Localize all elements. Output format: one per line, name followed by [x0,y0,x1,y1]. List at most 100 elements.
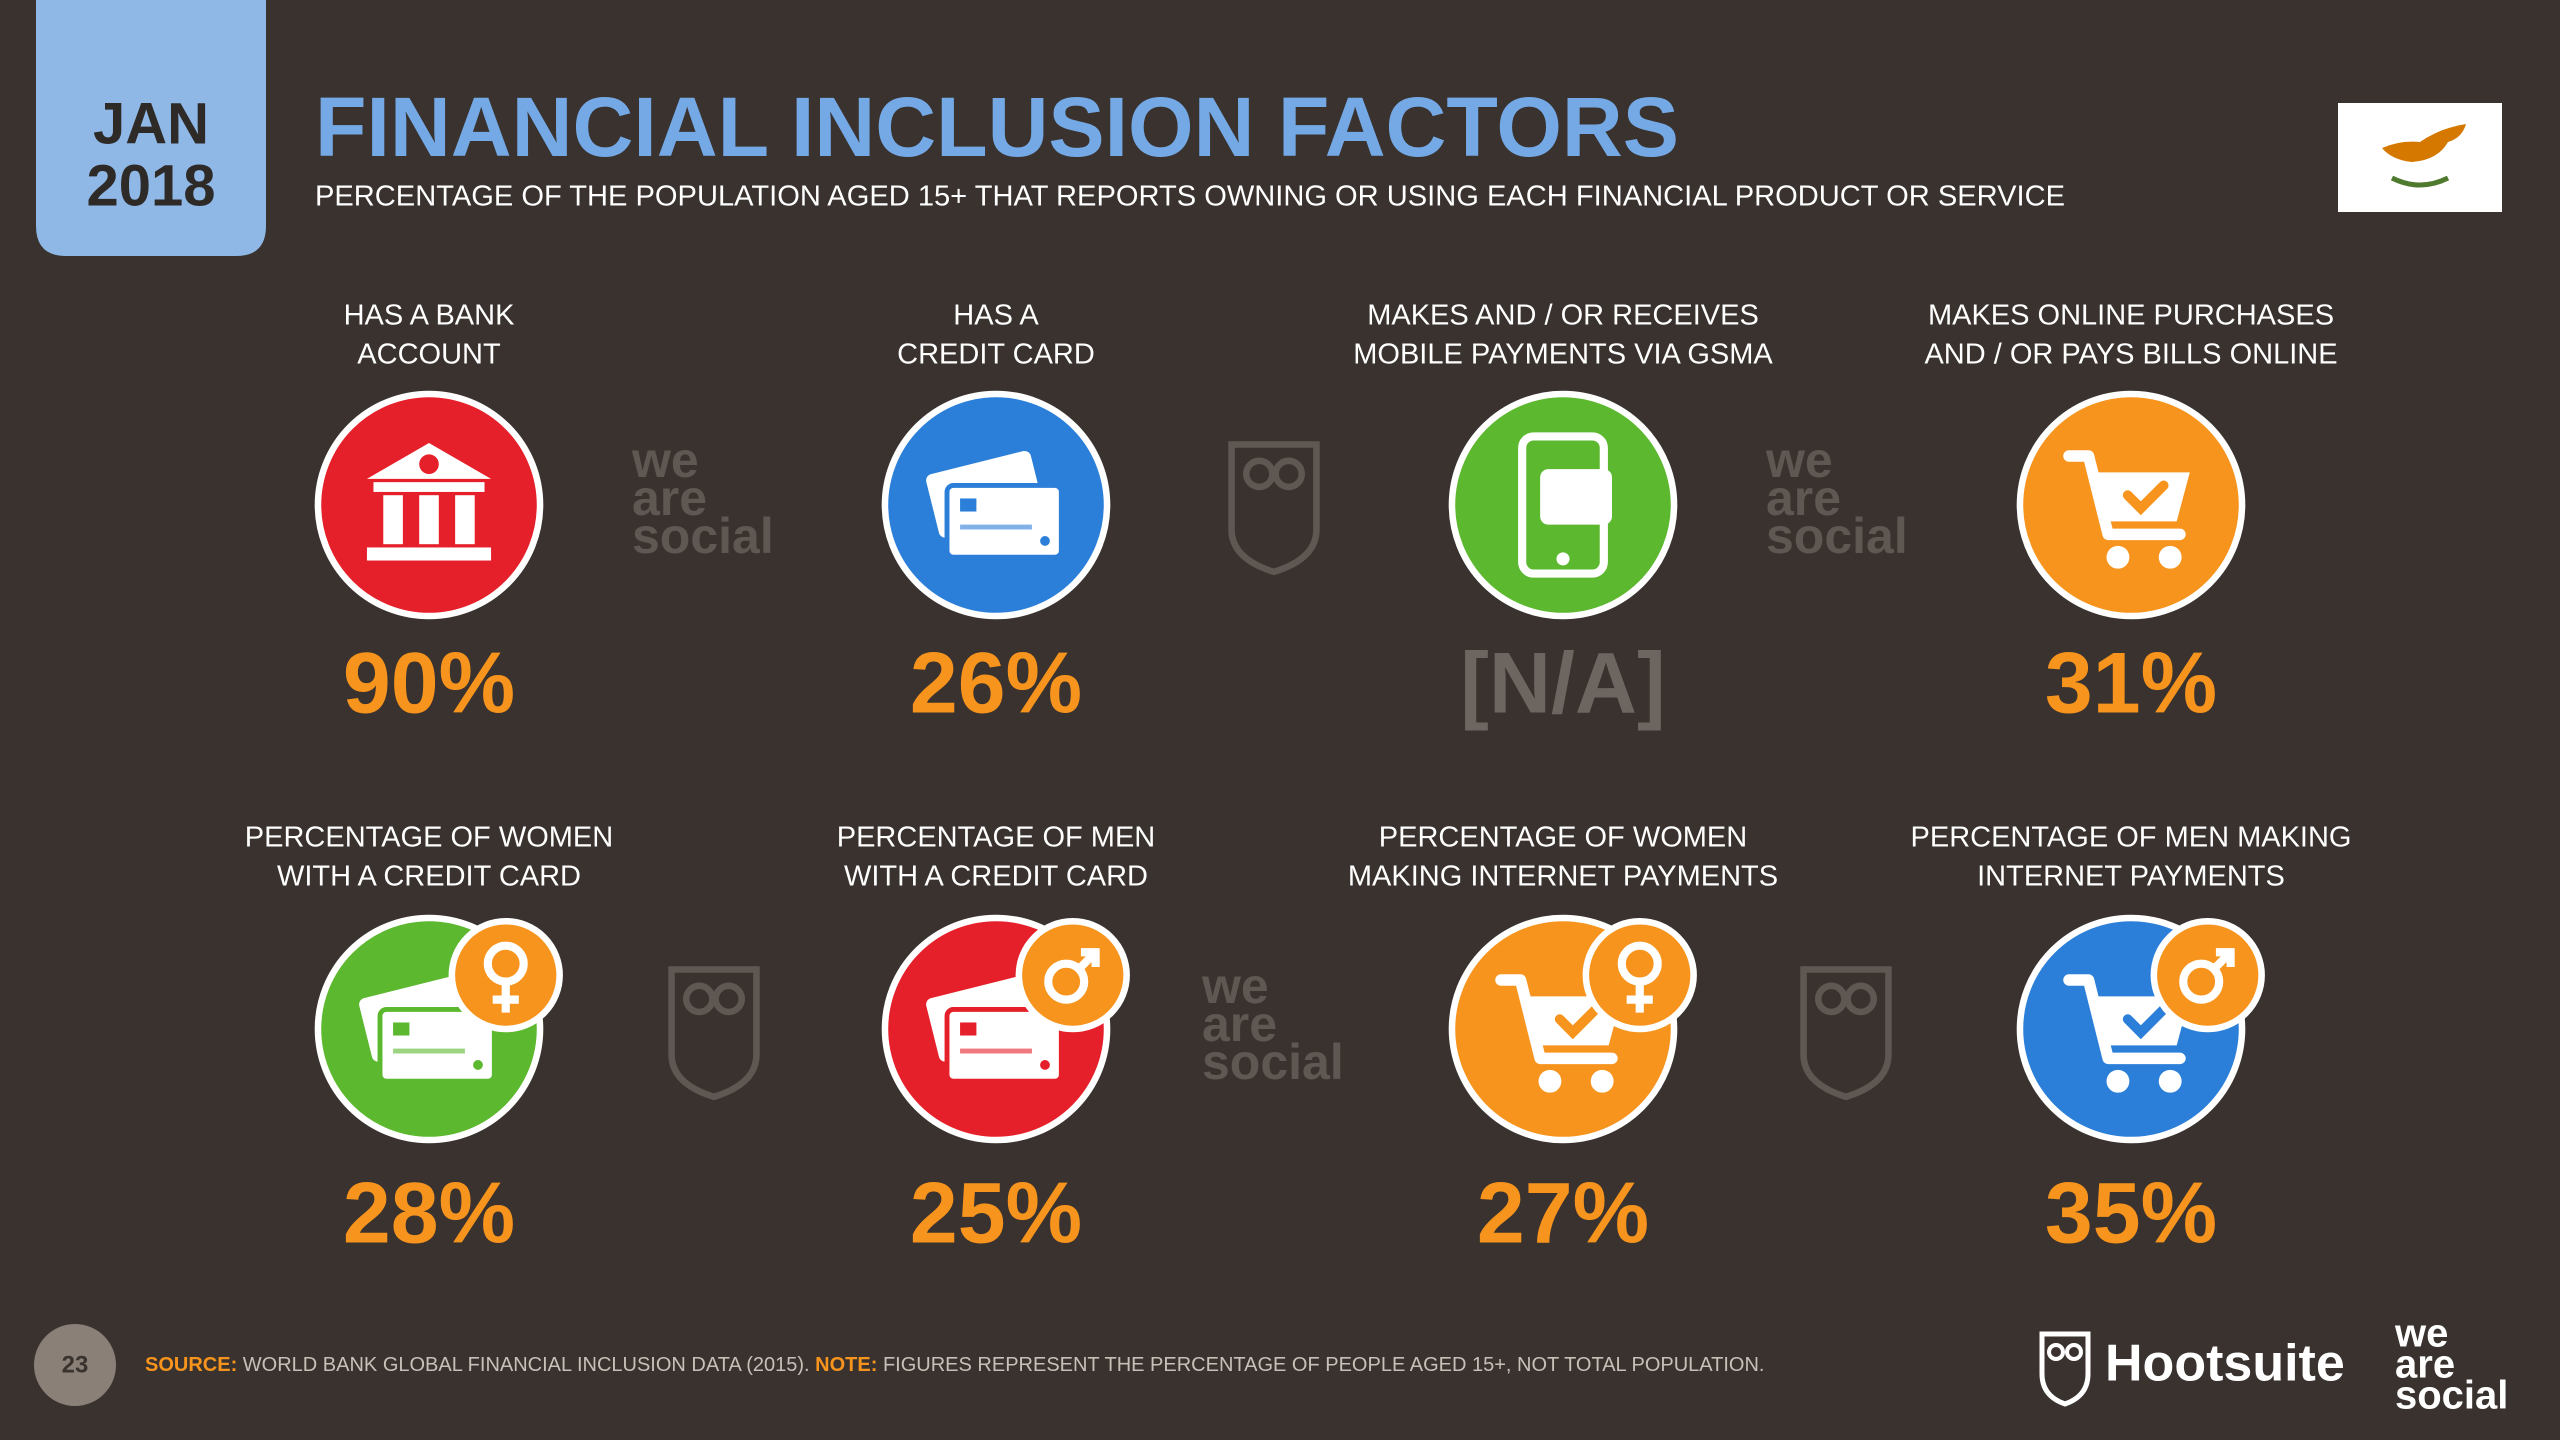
item-icon [1448,914,1697,1144]
year: 2018 [86,153,215,218]
gender-badge [1015,917,1130,1033]
check-mark [2122,480,2169,516]
check-mark [2122,1004,2169,1040]
gender-badge [448,917,563,1033]
item-label: INTERNET PAYMENTS [1977,861,2285,893]
content: HAS A BANK ACCOUNT 90% HAS A CREDIT CARD 26% M… [245,300,2352,1262]
hootsuite-owl [2039,1331,2091,1407]
female-cross [492,981,519,1013]
bank-column [455,495,475,545]
phone-screen [1540,469,1612,525]
card-number [393,1048,465,1054]
month: JAN [93,91,209,156]
watermark-text: social [1202,1034,1344,1090]
bank-coin [415,451,443,478]
watermark-text: social [632,508,774,564]
owl-watermark [1800,966,1892,1101]
watermark-text: we [631,432,699,488]
card-chip [960,498,977,512]
item-value: 26% [910,636,1082,732]
cart-wheel [2106,1069,2130,1093]
card-logo [1040,1060,1050,1070]
watermark-text: are [632,470,707,526]
phone-button [1556,552,1570,566]
item-icon [314,390,544,620]
item-value: 35% [2045,1166,2217,1262]
owl-eye [1814,982,1848,1016]
was-logo-line: are [2395,1343,2455,1387]
item-icon [1448,390,1678,620]
male-arrow [1076,948,1100,972]
item-label: MAKES AND / OR RECEIVES [1367,300,1759,332]
item-label: WITH A CREDIT CARD [277,861,581,893]
was-logo-line: social [2395,1374,2508,1418]
owl-watermark [1228,441,1320,576]
owl-watermark [668,966,760,1101]
hootsuite-brand: Hootsuite [2105,1335,2345,1393]
bank-column [419,495,439,545]
card-number [960,1048,1032,1054]
item-label: MOBILE PAYMENTS VIA GSMA [1353,339,1773,371]
card-chip [393,1022,410,1036]
gender-badge [1582,917,1697,1033]
page-badge [34,1324,116,1406]
item-value: 27% [1477,1166,1649,1262]
watermark-text: are [1766,470,1841,526]
owl-outline [668,966,760,1101]
note-label: NOTE: [815,1354,877,1376]
owl-outline [1228,441,1320,576]
owl-eye [1272,457,1306,491]
cart-wheel [2158,545,2182,569]
check-mark [1554,1004,1601,1040]
page-number: 23 [62,1351,89,1378]
item-icon [881,390,1111,620]
female-cross [1626,981,1653,1013]
item-label: MAKING INTERNET PAYMENTS [1348,861,1778,893]
flag-island [2382,124,2466,162]
watermark-text: social [1766,508,1908,564]
item-icon [881,914,1130,1144]
bank-beam [373,482,485,492]
cart-wheel [2106,545,2130,569]
watermark-text: we [1765,432,1833,488]
cart-wheel [1538,1069,1562,1093]
bank-column [383,495,403,545]
item-value: 31% [2045,636,2217,732]
owl-eye [712,982,746,1016]
footnote: SOURCE: WORLD BANK GLOBAL FINANCIAL INCL… [145,1354,1764,1376]
was-logo-line: we [2394,1312,2448,1356]
owl-eye [2047,1343,2065,1361]
watermark-text: we [1201,958,1269,1014]
item-value: 28% [343,1166,515,1262]
source-label: SOURCE: [145,1354,237,1376]
subtitle: PERCENTAGE OF THE POPULATION AGED 15+ TH… [315,181,2065,213]
male-ring [1044,959,1089,1004]
owl-eye [2065,1343,2083,1361]
item-label: PERCENTAGE OF WOMEN [245,822,613,854]
male-ring [2179,959,2224,1004]
owl-eye [1242,457,1276,491]
item-icon [2016,914,2265,1144]
watermark-text: are [1202,996,1277,1052]
title: FINANCIAL INCLUSION FACTORS [315,80,1679,174]
item-value: [N/A] [1460,636,1665,732]
item-label: HAS A BANK [344,300,516,332]
item-value: 90% [343,636,515,732]
cart-wheel [1590,1069,1614,1093]
item-label: PERCENTAGE OF MEN [837,822,1156,854]
item-label: WITH A CREDIT CARD [844,861,1148,893]
item-label: PERCENTAGE OF WOMEN [1379,822,1747,854]
card-chip [960,1022,977,1036]
note-text: FIGURES REPRESENT THE PERCENTAGE OF PEOP… [883,1354,1765,1376]
item-icon [314,914,563,1144]
item-label: PERCENTAGE OF MEN MAKING [1911,822,2352,854]
item-label: ACCOUNT [357,339,501,371]
owl-eye [1844,982,1878,1016]
source-text: WORLD BANK GLOBAL FINANCIAL INCLUSION DA… [243,1354,810,1376]
item-label: CREDIT CARD [897,339,1095,371]
card-front [944,482,1064,560]
bank-base [366,547,492,561]
owl-outline [1800,966,1892,1101]
